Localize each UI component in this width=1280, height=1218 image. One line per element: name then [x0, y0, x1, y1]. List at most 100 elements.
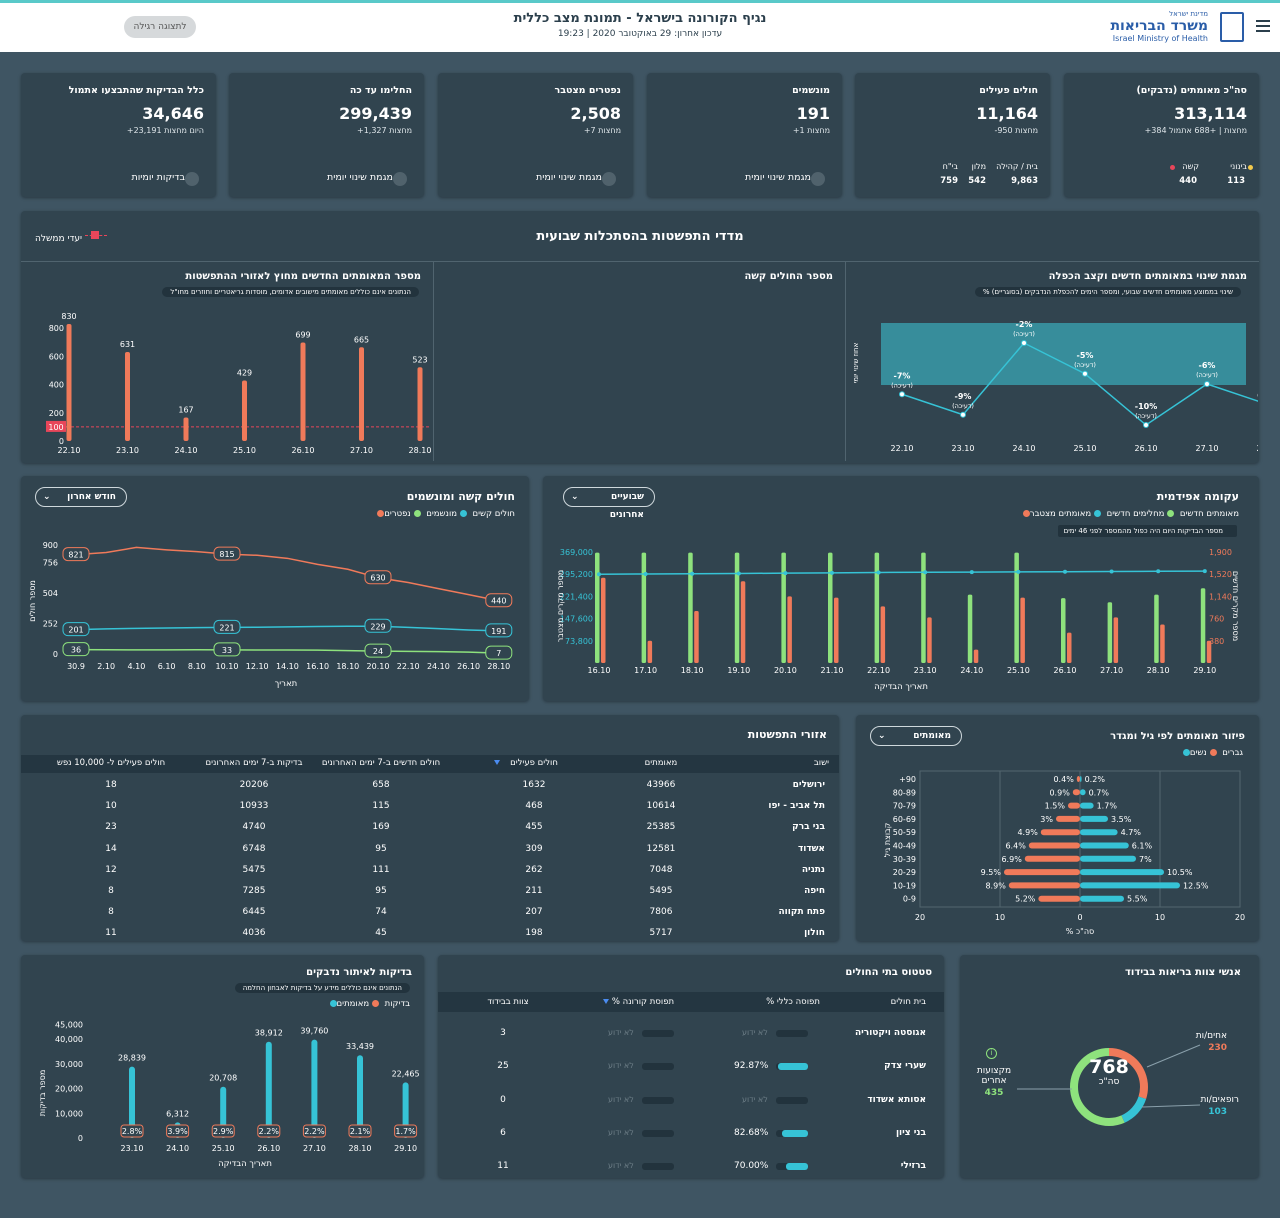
- hospital-name: אגוסטה ויקטוריה: [854, 1028, 926, 1038]
- positive-rate-box: [120, 1124, 144, 1138]
- doctors-leader-line: [1141, 1104, 1201, 1108]
- sm-label: 24: [373, 647, 383, 656]
- new-cases-bar: [1206, 640, 1212, 663]
- daily-trend-link[interactable]: מגמת שינוי יומית: [448, 172, 621, 186]
- bar-chart-icon: [811, 172, 825, 186]
- table-row[interactable]: תל אביב - יפו 10614 468 115 10933 10: [21, 798, 839, 819]
- table-header-cell[interactable]: חולים פעילים: [510, 758, 558, 768]
- home-label: בית / קהילה: [996, 162, 1038, 171]
- daily-trend-link[interactable]: מגמת שינוי יומית: [239, 172, 412, 186]
- outside-bar: [359, 347, 364, 441]
- cumulative-point: [876, 570, 881, 575]
- info-icon[interactable]: i: [986, 1048, 997, 1059]
- severe-period-dropdown[interactable]: ⌄ חודש אחרון: [35, 487, 127, 507]
- sm-x-tick: 16.10: [306, 662, 329, 671]
- growth-sub-label: (דעיכה): [952, 402, 974, 410]
- hospital-row[interactable]: שערי צדק 92.87% לא ידוע 25: [438, 1053, 944, 1083]
- growth-chart-note: % שינוי בממוצע מאומתים חדשים שבועי, ומספ…: [974, 287, 1241, 297]
- kpi-title: כלל הבדיקות שהתבצעו אתמול: [68, 85, 204, 96]
- hamburger-menu-icon[interactable]: [1256, 19, 1270, 33]
- positive-rate-box: [257, 1124, 281, 1138]
- epi-x-tick: 18.10: [681, 666, 704, 675]
- sm-label-box: [62, 547, 90, 562]
- men-bar: [1080, 895, 1124, 902]
- positive-rate-box: [348, 1124, 372, 1138]
- corona-occupancy-bar: [642, 1163, 674, 1171]
- tests-bar-label: 22,465: [392, 1069, 420, 1078]
- cumulative-point: [783, 571, 788, 576]
- epi-y-left-tick: 295,200: [560, 570, 593, 579]
- age-group-label: +90: [899, 775, 916, 784]
- city-name: אשדוד: [797, 843, 825, 854]
- epi-xlabel: תאריך הבדיקה: [874, 682, 928, 692]
- legend-tests: בדיקות: [327, 999, 410, 1009]
- recoveries-bar: [1200, 588, 1206, 663]
- table-row[interactable]: פתח תקווה 7806 207 74 6445 8: [21, 904, 839, 925]
- outside-bar: [300, 342, 306, 441]
- cumulative-point: [690, 571, 695, 576]
- tests-bar-label: 38,912: [255, 1029, 283, 1038]
- sm-x-tick: 18.10: [336, 662, 359, 671]
- sm-x-tick: 2.10: [97, 662, 115, 671]
- table-row[interactable]: חיפה 5495 211 95 7285 8: [21, 883, 839, 904]
- table-row[interactable]: בני ברק 25385 455 169 4740 23: [21, 819, 839, 840]
- outside-x-tick: 23.10: [116, 446, 139, 455]
- age-metric-dropdown[interactable]: ⌄ מאומתים: [870, 726, 962, 746]
- epi-y-right-tick: 1,520: [1209, 570, 1232, 579]
- outside-x-tick: 22.10: [58, 446, 81, 455]
- sm-label-box: [213, 642, 241, 657]
- hospital-row[interactable]: ברזילי 70.00% לא ידוע 11: [438, 1153, 944, 1178]
- sm-x-tick: 24.10: [427, 662, 450, 671]
- tests-title: בדיקות לאיתור נדבקים: [306, 967, 412, 978]
- table-row[interactable]: חולון 5717 198 45 4036 11: [21, 925, 839, 941]
- general-occupancy-fill: [785, 1163, 808, 1171]
- positive-rate-label: 1.7%: [395, 1127, 416, 1136]
- table-row[interactable]: נתניה 7048 262 111 5475 12: [21, 862, 839, 883]
- hospital-header-cell[interactable]: % תפוסת קורונה: [611, 997, 675, 1007]
- recoveries-bar: [641, 552, 647, 663]
- men-value: 5.5%: [1127, 895, 1148, 904]
- kpi-title: מונשמים: [792, 85, 830, 96]
- chevron-down-icon: ⌄: [43, 492, 51, 502]
- table-row[interactable]: אשדוד 12581 309 95 6748 14: [21, 841, 839, 862]
- men-value: 1.7%: [1097, 802, 1118, 811]
- corona-occupancy-bar: [642, 1063, 674, 1071]
- table-row[interactable]: ירושלים 43966 1632 658 20206 18: [21, 777, 839, 798]
- tests-bar: [129, 1066, 135, 1138]
- staff-isolation-value: 0: [500, 1094, 506, 1105]
- sm-x-tick: 12.10: [246, 662, 269, 671]
- hospital-row[interactable]: אסותא אשדוד לא ידוע לא ידוע 0: [438, 1087, 944, 1117]
- table-header-cell: ישוב: [813, 758, 829, 768]
- table-cell: 468: [525, 801, 543, 812]
- age-group-label: 0-9: [903, 895, 916, 904]
- outside-x-tick: 25.10: [233, 446, 256, 455]
- hospital-row[interactable]: בני ציון 82.68% לא ידוע 6: [438, 1120, 944, 1150]
- sm-label-box: [364, 643, 392, 658]
- epi-y-right-tick: 1,140: [1209, 592, 1232, 601]
- epi-x-tick: 21.10: [821, 666, 844, 675]
- hospitals-title: סטטוס בתי החולים: [845, 967, 932, 978]
- legend-new-recoveries: מחלימים חדשים: [1107, 509, 1175, 519]
- cumulative-point: [643, 571, 648, 576]
- tests-bar-label: 33,439: [346, 1042, 374, 1051]
- sm-x-tick: 28.10: [487, 662, 510, 671]
- epi-y-left-tick: 221,400: [560, 592, 593, 601]
- sm-ylabel: מספר חולים: [28, 580, 37, 622]
- kpi-sub: +384 מחצות | +688 אתמול: [1144, 126, 1247, 135]
- epi-period-dropdown[interactable]: ⌄ שבועיים אחרונים: [563, 487, 655, 520]
- women-bar: [1068, 802, 1080, 809]
- hospital-row[interactable]: אגוסטה ויקטוריה לא ידוע לא ידוע 3: [438, 1020, 944, 1050]
- daily-trend-link[interactable]: בדיקות יומיות: [31, 172, 204, 186]
- new-cases-bar: [1020, 597, 1025, 663]
- sm-y-tick: 900: [43, 541, 58, 550]
- normal-view-button[interactable]: לתצוגה רגילה: [124, 16, 196, 38]
- hospital-name: אסותא אשדוד: [867, 1094, 926, 1105]
- age-group-label: 20-29: [893, 868, 916, 877]
- cumulative-point: [1156, 569, 1161, 574]
- table-header-cell: חולים פעילים ל- 10,000 נפש: [56, 758, 166, 768]
- recoveries-bar: [967, 594, 973, 663]
- growth-point: [960, 411, 966, 418]
- growth-x-tick: 25.10: [1074, 444, 1097, 453]
- table-cell: 12581: [646, 843, 676, 854]
- daily-trend-link[interactable]: מגמת שינוי יומית: [657, 172, 830, 186]
